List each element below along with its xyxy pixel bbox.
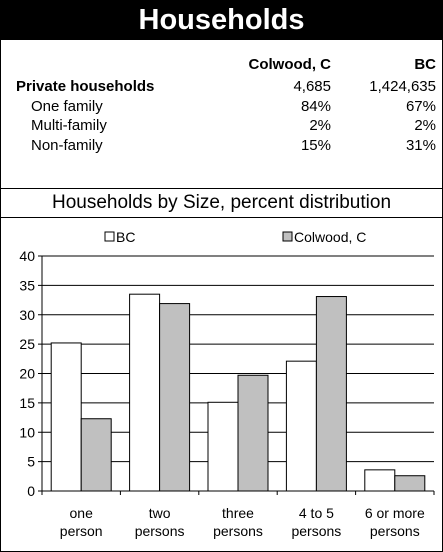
x-tick-label: persons: [370, 523, 420, 539]
bar-bc: [207, 401, 239, 492]
cell-private-bc: 1,424,635: [369, 78, 436, 95]
bar-bc: [285, 360, 317, 492]
y-tick-label: 0: [27, 483, 35, 499]
x-tick-label: person: [60, 523, 103, 539]
row-label-multi-family: Multi-family: [31, 117, 107, 134]
legend-swatch: [104, 231, 115, 242]
x-tick-label: 4 to 5: [299, 505, 334, 521]
row-label-non-family: Non-family: [31, 137, 103, 154]
x-tick-label: three: [222, 505, 254, 521]
cell-non-family-bc: 31%: [405, 137, 436, 154]
y-tick-label: 35: [19, 277, 35, 293]
legend-swatch: [282, 231, 293, 242]
x-tick-label: 6 or more: [365, 505, 425, 521]
legend-label: BC: [116, 229, 135, 245]
divider: [1, 188, 442, 189]
cell-non-family-colwood: 15%: [300, 137, 331, 154]
legend-label: Colwood, C: [294, 229, 366, 245]
x-tick-label: persons: [135, 523, 185, 539]
row-label-one-family: One family: [31, 98, 103, 115]
chart-title: Households by Size, percent distribution: [51, 192, 392, 213]
x-tick-label: persons: [213, 523, 263, 539]
column-header-colwood: Colwood, C: [248, 56, 332, 73]
y-tick-label: 40: [19, 248, 35, 264]
x-tick-label: persons: [291, 523, 341, 539]
cell-one-family-colwood: 84%: [300, 98, 331, 115]
panel-title: Households: [1, 1, 442, 40]
divider: [1, 217, 442, 218]
y-tick-label: 15: [19, 395, 35, 411]
bar-colwood: [237, 374, 269, 492]
row-label-private-households: Private households: [16, 78, 155, 95]
y-tick-label: 10: [19, 424, 35, 440]
x-tick-label: one: [70, 505, 94, 521]
cell-one-family-bc: 67%: [405, 98, 436, 115]
cell-private-colwood: 4,685: [293, 78, 331, 95]
bar-colwood: [394, 475, 426, 492]
bar-colwood: [315, 296, 347, 492]
y-tick-label: 30: [19, 307, 35, 323]
x-tick-label: two: [149, 505, 171, 521]
bar-bc: [129, 293, 161, 492]
bar-bc: [364, 469, 396, 492]
y-tick-label: 25: [19, 336, 35, 352]
bar-colwood: [80, 418, 112, 492]
bar-bc: [50, 342, 82, 492]
y-tick-label: 5: [27, 454, 35, 470]
column-header-bc: BC: [414, 56, 436, 73]
cell-multi-family-colwood: 2%: [309, 117, 331, 134]
bar-colwood: [159, 303, 191, 492]
cell-multi-family-bc: 2%: [414, 117, 436, 134]
y-tick-label: 20: [19, 366, 35, 382]
